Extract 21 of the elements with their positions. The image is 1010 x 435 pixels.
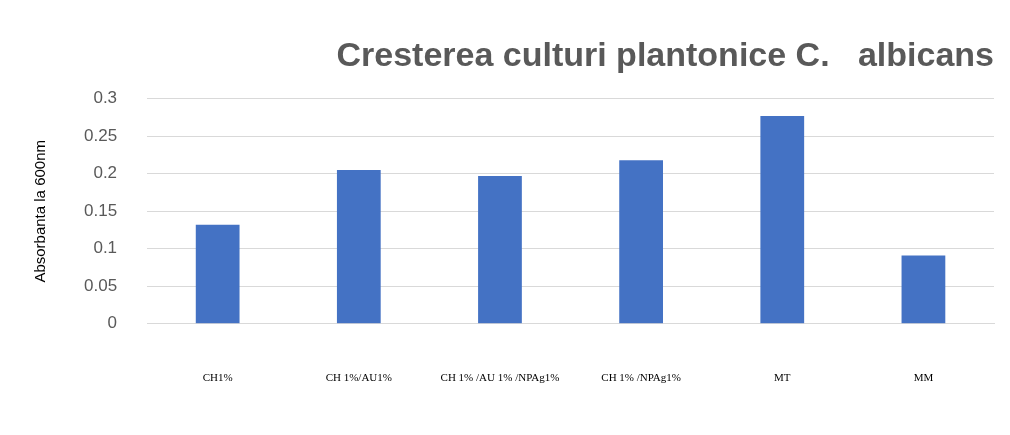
x-tick-label: CH 1% /AU 1% /NPAg1% <box>440 371 560 384</box>
chart-title: Cresterea culturi plantonice C. albicans <box>336 34 994 73</box>
y-tick-label: 0.25 <box>83 125 118 145</box>
bar <box>901 255 946 324</box>
y-tick-label: 0.15 <box>83 200 118 220</box>
x-tick-label: CH1% <box>202 371 233 384</box>
y-tick-label: 0 <box>107 313 118 333</box>
bar <box>478 176 522 324</box>
x-tick-label: CH 1%/AU1% <box>325 371 392 384</box>
y-tick-label: 0.2 <box>93 163 118 183</box>
y-tick-label: 0.1 <box>93 238 118 258</box>
bar <box>336 170 381 324</box>
bar <box>619 160 663 324</box>
y-tick-label: 0.3 <box>93 88 118 108</box>
bar <box>760 116 805 324</box>
bar <box>195 224 240 324</box>
y-tick-label: 0.05 <box>83 275 118 295</box>
x-tick-label: CH 1% /NPAg1% <box>601 371 681 384</box>
y-axis-title: Absorbanta la 600nm <box>31 140 49 283</box>
x-tick-label: MT <box>774 371 791 384</box>
x-tick-label: MM <box>913 371 934 384</box>
